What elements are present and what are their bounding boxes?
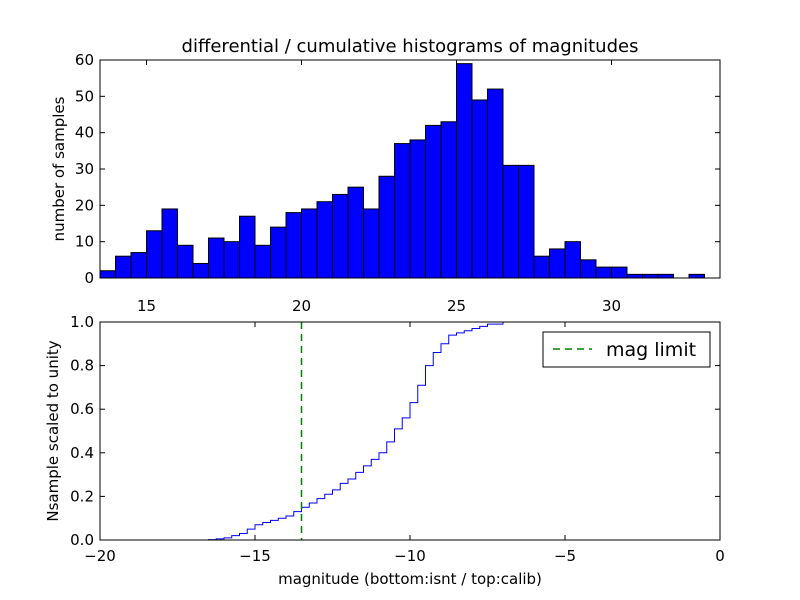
histogram-bar xyxy=(595,266,612,279)
cumulative-x-ticks: −20 −15 −10 −5 0 xyxy=(84,322,725,565)
y-tick-label: 60 xyxy=(75,51,94,69)
histogram-bar xyxy=(301,208,318,279)
y-tick-label: 0.0 xyxy=(70,531,94,549)
legend-label-mag-limit: mag limit xyxy=(606,339,696,361)
y-tick-label: 0 xyxy=(84,269,94,287)
x-tick-label: 15 xyxy=(137,297,156,315)
histogram-bar xyxy=(518,164,535,279)
histogram-bar xyxy=(332,193,349,279)
y-tick-label: 20 xyxy=(75,196,94,214)
y-tick-label: 0.8 xyxy=(70,357,94,375)
histogram-bar xyxy=(146,230,163,279)
x-tick-label: −15 xyxy=(239,547,271,565)
histogram-bar xyxy=(533,255,550,279)
y-tick-label: 40 xyxy=(75,124,94,142)
y-tick-label: 50 xyxy=(75,87,94,105)
x-tick-label: −20 xyxy=(84,547,116,565)
x-tick-label: 0 xyxy=(715,547,725,565)
chart-title: differential / cumulative histograms of … xyxy=(182,36,639,57)
histogram-bar xyxy=(378,175,395,279)
histogram-bar xyxy=(440,121,457,279)
histogram-y-axis-label: number of samples xyxy=(50,96,68,241)
histogram-bar xyxy=(285,212,302,279)
x-tick-label: −10 xyxy=(394,547,426,565)
histogram-bar xyxy=(254,244,271,279)
y-tick-label: 1.0 xyxy=(70,313,94,331)
legend: mag limit xyxy=(542,331,711,368)
histogram-bar xyxy=(239,215,256,279)
histogram-bar xyxy=(626,273,643,279)
x-tick-label: 20 xyxy=(292,297,311,315)
histogram-bar xyxy=(208,237,225,279)
histogram-bar xyxy=(347,186,364,279)
histogram-bar xyxy=(611,266,628,279)
cumulative-y-axis-label: Nsample scaled to unity xyxy=(44,340,62,521)
histogram-bar xyxy=(177,244,194,279)
histogram-y-ticks: 0 10 20 30 40 50 60 xyxy=(75,51,720,287)
x-tick-label: 25 xyxy=(447,297,466,315)
histogram-bar xyxy=(130,252,147,279)
histogram-bar xyxy=(99,270,116,279)
histogram-bar xyxy=(316,201,333,279)
y-tick-label: 0.2 xyxy=(70,487,94,505)
histogram-bar xyxy=(688,273,705,279)
histogram-bar xyxy=(409,139,426,279)
histogram-x-ticks: 15 20 25 30 xyxy=(137,60,621,315)
histogram-bar xyxy=(223,241,240,279)
histogram-bar xyxy=(549,248,566,279)
cumulative-lines xyxy=(100,321,720,541)
histogram-bar xyxy=(115,255,132,279)
histogram-bar xyxy=(471,99,488,279)
histogram-bar xyxy=(161,208,178,279)
y-tick-label: 0.4 xyxy=(70,444,94,462)
histogram-bar xyxy=(363,208,380,279)
histogram-bar xyxy=(456,63,473,279)
histogram-bar xyxy=(487,88,504,279)
histogram-bar xyxy=(192,262,209,279)
cumulative-series-line xyxy=(100,321,720,541)
cumulative-y-ticks: 0.0 0.2 0.4 0.6 0.8 1.0 xyxy=(70,313,720,549)
y-tick-label: 30 xyxy=(75,160,94,178)
x-tick-label: −5 xyxy=(554,547,576,565)
histogram-bar xyxy=(394,143,411,279)
histogram-bar xyxy=(270,226,287,279)
histogram-bar xyxy=(425,124,442,279)
cumulative-x-axis-label: magnitude (bottom:isnt / top:calib) xyxy=(278,570,542,588)
y-tick-label: 0.6 xyxy=(70,400,94,418)
x-tick-label: 30 xyxy=(602,297,621,315)
y-tick-label: 10 xyxy=(75,233,94,251)
histogram-panel: differential / cumulative histograms of … xyxy=(50,36,721,315)
histogram-bar xyxy=(502,164,519,279)
histogram-bar xyxy=(580,259,597,279)
histogram-bar xyxy=(642,273,659,279)
histogram-bar xyxy=(657,273,674,279)
histogram-bar xyxy=(564,241,581,279)
histogram-bars xyxy=(99,63,705,279)
cumulative-panel: 0.0 0.2 0.4 0.6 0.8 1.0 −20 −15 −10 −5 0 magnitud… xyxy=(44,313,725,588)
